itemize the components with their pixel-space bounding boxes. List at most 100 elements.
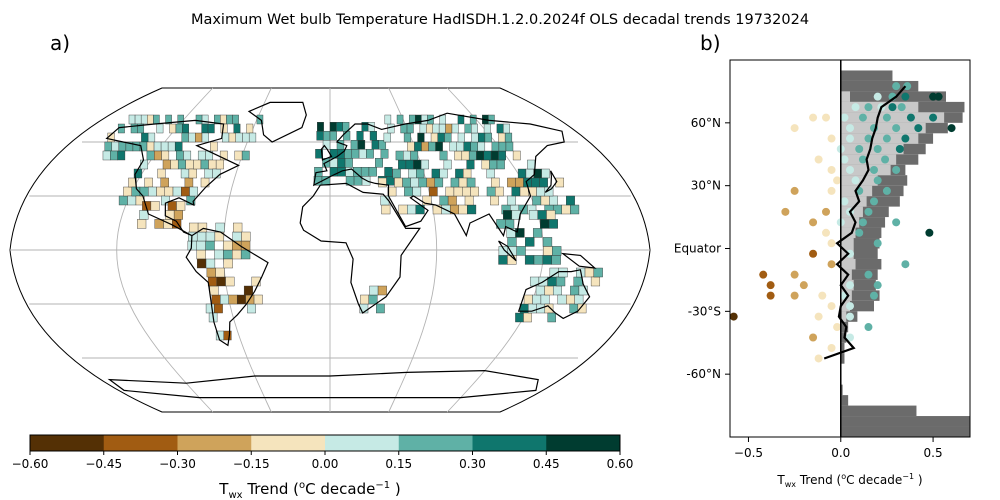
trend-point [846, 165, 854, 174]
trend-cell [196, 240, 206, 251]
trend-cell [405, 159, 414, 170]
trend-cell [439, 150, 448, 161]
trend-cell [543, 246, 553, 256]
trend-cell [208, 159, 217, 170]
trend-cell [437, 132, 445, 143]
trend-point [846, 249, 854, 258]
trend-cell [507, 177, 516, 188]
trend-cell [153, 141, 162, 152]
trend-cell [380, 148, 389, 159]
trend-cell [498, 255, 508, 265]
y-tick-label: 60°N [691, 116, 721, 130]
trend-point [925, 228, 934, 237]
trend-cell [515, 312, 524, 323]
trend-cell [417, 132, 425, 143]
trend-point [814, 312, 823, 321]
trend-point [840, 197, 849, 206]
trend-cell [467, 204, 477, 215]
trend-cell [432, 123, 440, 134]
trend-cell [134, 114, 142, 125]
trend-cell [223, 330, 232, 341]
trend-cell [483, 150, 492, 161]
trend-cell [216, 276, 226, 287]
trend-cell [117, 123, 125, 134]
observed-fraction-bar [840, 269, 852, 280]
trend-cell [167, 141, 176, 152]
trend-point [864, 207, 873, 216]
land-fraction-bar [840, 426, 970, 437]
trend-cell [528, 210, 539, 220]
trend-cell [566, 294, 575, 305]
trend-point [870, 165, 878, 174]
colorbar-segment [251, 435, 326, 451]
trend-cell [573, 276, 583, 287]
trend-cell [532, 228, 543, 238]
trend-cell [498, 141, 507, 152]
trend-point [858, 155, 867, 164]
trend-point [881, 155, 890, 164]
trend-point [870, 197, 878, 206]
trend-cell [468, 150, 477, 161]
observed-fraction-bar [840, 227, 856, 239]
trend-cell [368, 294, 378, 305]
trend-point [809, 249, 818, 258]
trend-cell [118, 141, 127, 152]
land-fraction-bar [840, 384, 843, 396]
trend-cell [491, 177, 500, 188]
trend-point [822, 228, 830, 237]
trend-point [870, 291, 878, 300]
land-fraction-bar [840, 342, 845, 354]
trend-cell [428, 141, 436, 152]
trend-cell [410, 177, 419, 188]
coastline [517, 269, 591, 320]
trend-cell [525, 237, 535, 247]
trend-cell [337, 157, 346, 168]
trend-cell [544, 285, 554, 296]
trend-cell [404, 186, 413, 197]
trend-point [766, 291, 775, 300]
trend-cell [141, 132, 149, 143]
trend-cell [548, 219, 558, 229]
trend-cell [214, 249, 224, 260]
colorbar: −0.60 −0.45 −0.30 −0.15 0.00 0.15 0.30 0.45 0.60 [12, 434, 634, 471]
world-map [9, 87, 651, 413]
trend-cell [117, 150, 126, 161]
trend-cell [140, 114, 148, 125]
trend-cell [570, 204, 580, 215]
coastlines [105, 101, 597, 399]
colorbar-tick-label: 0.60 [607, 457, 634, 471]
trend-cell [511, 186, 521, 197]
trend-cell [215, 159, 224, 170]
trend-cell [104, 141, 113, 152]
trend-cell [505, 141, 514, 152]
x-axis-ticks: −0.5 0.0 0.5 [734, 437, 943, 460]
land-fraction-bar [840, 290, 880, 301]
trend-cell [461, 150, 470, 161]
trend-cell [414, 141, 422, 152]
trend-cell [561, 204, 571, 215]
trend-cell [542, 255, 552, 265]
colorbar-label: Twx Trend (oC decade−1 ) [218, 480, 400, 500]
observed-fraction-bar [840, 258, 856, 270]
trend-cell [366, 148, 374, 159]
trend-cell [504, 132, 513, 143]
trend-cell [248, 132, 257, 143]
trend-cell [421, 114, 428, 125]
trend-cell [466, 177, 476, 188]
trend-cell [402, 177, 411, 188]
zonal-trend-plot: 60°N 30°N Equator -30°S -60°N −0.5 0.0 0.5 [674, 59, 971, 460]
x-tick-label: 0.0 [831, 446, 850, 460]
trend-cell [360, 166, 370, 177]
trend-cell [197, 222, 208, 233]
trend-cell [174, 141, 183, 152]
trend-cell [223, 249, 233, 260]
trend-cell [558, 267, 568, 278]
colorbar-tick-label: −0.45 [85, 457, 122, 471]
trend-point [790, 291, 799, 300]
trend-cell [476, 150, 485, 161]
trend-cell [496, 123, 504, 134]
trend-cell [551, 255, 561, 265]
trend-cell [137, 219, 147, 229]
trend-point [934, 92, 943, 101]
coastline [544, 170, 558, 193]
